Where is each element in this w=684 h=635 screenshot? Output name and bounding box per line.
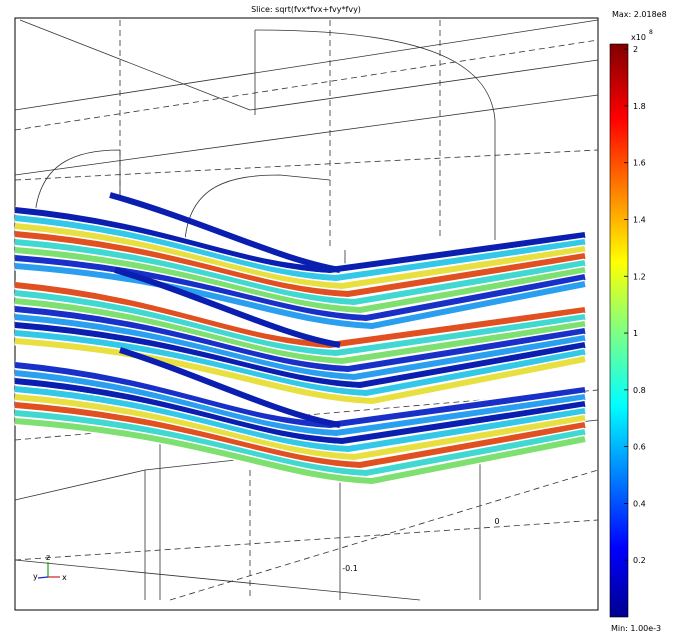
colorbar-multiplier: x10 xyxy=(631,33,646,42)
slice-band xyxy=(109,192,341,273)
colorbar-tick-label: 0.6 xyxy=(633,443,646,452)
slice-band xyxy=(114,267,341,348)
colorbar xyxy=(609,43,629,618)
slice-band xyxy=(14,330,586,397)
colorbar-tick-label: 1 xyxy=(633,329,638,338)
slice-band xyxy=(119,347,341,428)
slice-band xyxy=(14,306,586,373)
colorbar-tick-label: 1.6 xyxy=(633,159,646,168)
slice-layers xyxy=(14,192,586,486)
slice-band xyxy=(14,322,586,389)
slice-band xyxy=(14,239,586,306)
colorbar-tick-label: 1.8 xyxy=(633,102,646,111)
slice-band xyxy=(14,290,586,357)
colorbar-tick-label: 2 xyxy=(633,45,638,54)
triad-label: y xyxy=(33,572,38,581)
colorbar-tick-label: 1.4 xyxy=(633,215,646,224)
slice-band xyxy=(14,255,586,322)
slice-band xyxy=(14,231,586,298)
slice-band xyxy=(14,370,586,437)
slice-band xyxy=(14,402,586,469)
min-label: Min: 1.00e-3 xyxy=(611,624,661,633)
triad-label: x xyxy=(62,573,67,582)
slice-band xyxy=(14,394,586,461)
slice-band xyxy=(14,314,586,381)
slice-band xyxy=(14,386,586,453)
colorbar-exponent: 8 xyxy=(649,29,653,36)
slice-band xyxy=(14,338,586,405)
slice-band xyxy=(14,362,586,429)
colorbar-tick-label: 0.2 xyxy=(633,556,646,565)
slice-band xyxy=(14,298,586,365)
colorbar-tick-label: 1.2 xyxy=(633,272,646,281)
axis-triad: y z x xyxy=(33,553,67,582)
slice-band xyxy=(14,378,586,445)
slice-band xyxy=(14,215,586,282)
max-label: Max: 2.018e8 xyxy=(612,10,667,19)
plot-title: Slice: sqrt(fvx*fvx+fvy*fvy) xyxy=(251,5,361,14)
triad-y xyxy=(37,576,49,579)
slice-band xyxy=(14,247,586,314)
slice-band xyxy=(14,282,586,349)
slice-band xyxy=(14,263,586,330)
colorbar-tick-label: 0.4 xyxy=(633,499,646,508)
colorbar-tick-label: 0.8 xyxy=(633,386,646,395)
slice-band xyxy=(14,223,586,290)
slice-band xyxy=(14,207,586,274)
triad-label: z xyxy=(46,553,50,562)
axis-label: -0.1 xyxy=(342,564,358,573)
slice-band xyxy=(14,418,586,485)
axis-label: 0 xyxy=(494,517,499,526)
slice-band xyxy=(14,410,586,477)
